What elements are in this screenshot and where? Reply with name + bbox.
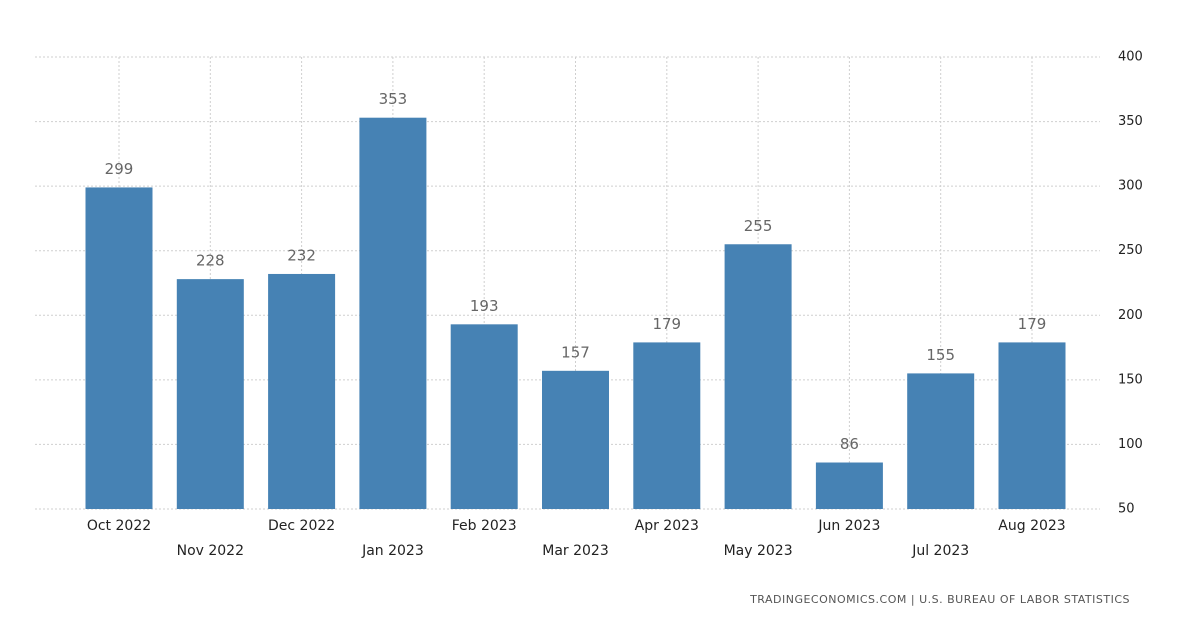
data-label: 193 <box>470 297 499 315</box>
bar <box>359 117 427 509</box>
y-tick-label: 350 <box>1118 114 1143 129</box>
data-label: 179 <box>1018 315 1047 333</box>
x-tick-label: Feb 2023 <box>452 518 517 534</box>
data-label: 232 <box>287 246 316 264</box>
x-tick-label: Dec 2022 <box>268 518 335 534</box>
bar <box>907 373 975 509</box>
x-tick-label: Jun 2023 <box>817 518 880 534</box>
bar <box>85 187 153 510</box>
y-tick-label: 150 <box>1118 372 1143 387</box>
x-tick-label: Nov 2022 <box>177 543 244 559</box>
data-label: 228 <box>196 252 225 270</box>
y-tick-label: 50 <box>1118 502 1135 517</box>
bar <box>268 273 336 509</box>
data-label: 86 <box>840 435 859 453</box>
data-label: 155 <box>926 346 955 364</box>
x-tick-label: Jan 2023 <box>361 543 424 559</box>
source-note: TRADINGECONOMICS.COM | U.S. BUREAU OF LA… <box>749 593 1130 606</box>
data-label: 179 <box>652 315 681 333</box>
bar <box>633 342 701 509</box>
x-tick-label: Apr 2023 <box>635 518 699 534</box>
bar <box>176 279 244 509</box>
x-tick-label: Mar 2023 <box>542 543 609 559</box>
x-tick-label: Oct 2022 <box>87 518 151 534</box>
y-tick-label: 300 <box>1118 179 1143 194</box>
y-tick-label: 200 <box>1118 308 1143 323</box>
data-label: 353 <box>379 90 408 108</box>
bar <box>815 462 883 509</box>
bar <box>542 370 609 509</box>
data-label: 157 <box>561 343 590 361</box>
y-tick-label: 100 <box>1118 437 1143 452</box>
data-label: 299 <box>105 160 134 178</box>
bar <box>450 324 518 509</box>
x-tick-label: Aug 2023 <box>998 518 1065 534</box>
x-tick-label: Jul 2023 <box>911 543 969 559</box>
x-tick-label: May 2023 <box>724 543 793 559</box>
bar <box>998 342 1066 509</box>
y-tick-label: 400 <box>1118 50 1143 65</box>
bar <box>724 244 792 509</box>
data-label: 255 <box>744 217 773 235</box>
y-tick-label: 250 <box>1118 243 1143 258</box>
